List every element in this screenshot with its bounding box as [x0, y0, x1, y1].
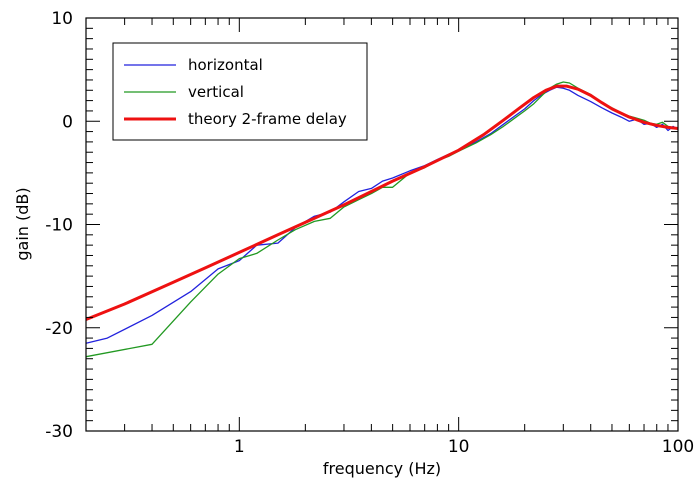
axis-ticks	[85, 17, 679, 432]
tick-labels: -30 -20 -10 0 10 1 10 100	[45, 9, 694, 457]
x-tick-label: 100	[662, 437, 694, 457]
x-tick-label: 1	[234, 437, 245, 457]
y-tick-label: 10	[51, 9, 73, 29]
series-line-theory-2-frame-delay	[85, 84, 679, 321]
x-tick-label: 10	[448, 437, 470, 457]
y-tick-label: -20	[45, 319, 73, 339]
legend-label-vertical: vertical	[188, 83, 244, 101]
y-tick-label: -30	[45, 422, 73, 442]
x-axis-label: frequency (Hz)	[323, 459, 441, 478]
y-axis-label: gain (dB)	[13, 187, 32, 260]
legend: horizontal vertical theory 2-frame delay	[112, 42, 368, 141]
legend-label-theory: theory 2-frame delay	[188, 110, 347, 128]
y-tick-label: 0	[62, 112, 73, 132]
legend-label-horizontal: horizontal	[188, 56, 263, 74]
y-tick-label: -10	[45, 216, 73, 236]
plot-lines	[85, 81, 679, 358]
